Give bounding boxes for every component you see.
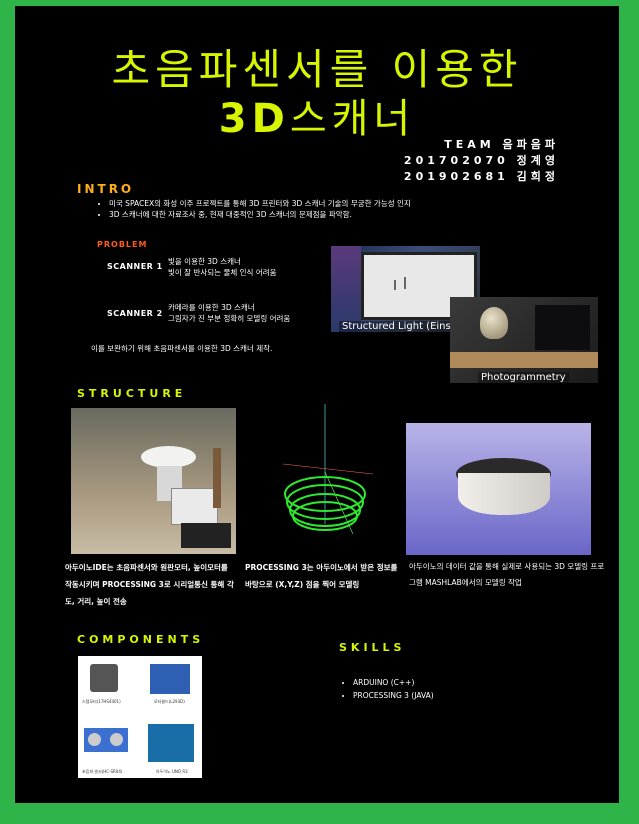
- title-line1: 초음파센서를 이용한: [111, 45, 523, 94]
- structure-heading: STRUCTURE: [77, 387, 187, 400]
- photogrammetry-photo: Photogrammetry: [450, 297, 598, 383]
- scanner1-line2: 빛이 잘 반사되는 물체 인식 어려움: [168, 268, 277, 277]
- intro-list: 미국 SPACEX의 화성 이주 프로젝트를 통해 3D 프린터와 3D 스캐너…: [97, 198, 609, 220]
- scanner2-label: SCANNER 2: [107, 309, 163, 318]
- team-block: TEAM 음파음파 201702070 정계영 201902681 김희정: [404, 137, 559, 185]
- ultrasonic-shape: [84, 728, 128, 752]
- title-3d: 3D: [218, 96, 290, 142]
- team-member-1: 201702070 정계영: [403, 154, 559, 167]
- scanner1-line1: 빛을 이용한 3D 스캐너: [168, 257, 241, 266]
- poster: 초음파센서를 이용한 3D스캐너 TEAM 음파음파 201702070 정계영…: [15, 6, 619, 803]
- skull-shape: [480, 307, 508, 339]
- component-label-2: 모터쉴드(L293D): [154, 699, 185, 704]
- structure-col2: PROCESSING 3는 아두이노에서 받은 정보를 바탕으로 (X,Y,Z)…: [245, 563, 398, 589]
- photo1-caption: Structured Light (Einscan): [339, 321, 476, 332]
- intro-bullet-2: 3D 스캐너에 대한 자료조사 중, 현재 대중적인 3D 스캐너의 문제점을 …: [109, 209, 609, 220]
- processing-render: [243, 394, 408, 556]
- photo2-caption: Photogrammetry: [478, 372, 569, 383]
- component-label-1: 스텝모터(17HS4401): [82, 699, 121, 704]
- component-label-4: 아두이노 UNO R3: [156, 769, 188, 774]
- component-label-3: 초음파 센서(HC-SR04): [82, 769, 123, 774]
- structured-light-photo: Structured Light (Einscan): [331, 246, 480, 332]
- title-line2: 3D스캐너: [15, 86, 619, 144]
- components-heading: COMPONENTS: [77, 633, 205, 646]
- intro-bullet-1: 미국 SPACEX의 화성 이주 프로젝트를 통해 3D 프린터와 3D 스캐너…: [109, 198, 609, 209]
- turntable: [141, 446, 196, 468]
- scanner1-label: SCANNER 1: [107, 262, 163, 271]
- scanner2-line1: 카메라를 이용한 3D 스캐너: [168, 303, 255, 312]
- arduino-shape: [148, 724, 194, 762]
- structure-col3: 아두이노의 데이터 값을 통해 실제로 사용되는 3D 모델링 프로그램 MAS…: [409, 562, 605, 587]
- step-motor-shape: [90, 664, 118, 692]
- motor-shield-shape: [150, 664, 190, 694]
- title-scanner: 스캐너: [289, 96, 416, 142]
- team-member-2: 201902681 김희정: [403, 170, 559, 183]
- skill-item-1: ARDUINO (C++): [353, 676, 434, 689]
- skill-item-2: PROCESSING 3 (JAVA): [353, 689, 434, 702]
- structure-col1: 아두이노IDE는 초음파센서와 원판모터, 높이모터를 작동시키며 PROCES…: [65, 563, 234, 606]
- skills-heading: SKILLS: [339, 641, 406, 654]
- components-image: 스텝모터(17HS4401) 모터쉴드(L293D) 초음파 센서(HC-SR0…: [78, 656, 202, 778]
- scanner2-desc: 카메라를 이용한 3D 스캐너 그림자가 진 부분 정확히 모델링 어려움: [168, 302, 290, 324]
- scanner2-line2: 그림자가 진 부분 정확히 모델링 어려움: [168, 314, 291, 323]
- skills-list: ARDUINO (C++) PROCESSING 3 (JAVA): [341, 676, 434, 702]
- problem-heading: PROBLEM: [97, 240, 148, 249]
- intro-heading: INTRO: [77, 182, 135, 196]
- team-name: TEAM 음파음파: [444, 138, 559, 151]
- meshlab-render: [406, 423, 591, 555]
- hardware-photo: [71, 408, 236, 554]
- scanner1-desc: 빛을 이용한 3D 스캐너 빛이 잘 반사되는 물체 인식 어려움: [168, 256, 277, 278]
- problem-solution: 이를 보완하기 위해 초음파센서를 이용한 3D 스캐너 제작.: [91, 344, 273, 353]
